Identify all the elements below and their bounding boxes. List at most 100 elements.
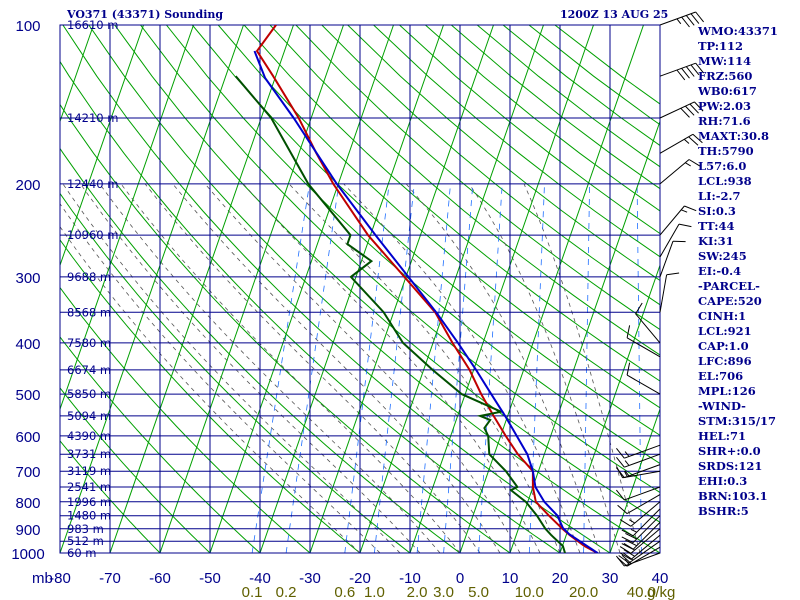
height-label: 7580 m (67, 336, 111, 350)
height-label: 3119 m (67, 464, 111, 478)
temperature-tick-label: -60 (149, 570, 171, 587)
height-label: 5850 m (67, 387, 111, 401)
dry-adiabat (60, 103, 511, 553)
wind-barb (659, 11, 704, 28)
sounding-traces (234, 25, 599, 553)
barb-staff (624, 552, 661, 567)
stat-item: WMO:43371 (698, 24, 778, 38)
barb-feather (685, 105, 695, 116)
wind-barb (659, 205, 697, 236)
barb-staff (659, 62, 696, 77)
dry-adiabat (60, 239, 361, 553)
stat-item: STM:315/17 (698, 414, 777, 428)
mixing-ratio-label: 20.0 (569, 584, 598, 600)
temperature-tick-label: -10 (399, 570, 421, 587)
temperature-tick-label: -30 (299, 570, 321, 587)
dry-adiabat (88, 25, 660, 553)
barb-staff (632, 522, 661, 550)
stat-item: TH:5790 (698, 144, 754, 158)
pressure-tick-label: 700 (15, 464, 40, 481)
wind-barb (659, 223, 692, 258)
stat-item: MW:114 (698, 54, 752, 68)
barb-staff (630, 534, 661, 560)
barb-staff (624, 486, 661, 501)
stat-item: SW:245 (698, 249, 747, 263)
barb-feather (688, 159, 701, 167)
wind-barb (626, 362, 661, 395)
mixing-ratio-line (285, 183, 340, 553)
isotherm (209, 25, 394, 553)
stat-item: CAP:1.0 (698, 339, 749, 353)
mixing-ratio-label: 2.0 (407, 584, 428, 600)
stat-item: KI:31 (698, 234, 734, 248)
stat-item: WB0:617 (698, 84, 757, 98)
barb-feather (683, 138, 690, 144)
stat-item: BRN:103.1 (698, 489, 768, 503)
isotherm (60, 25, 244, 553)
barb-staff (632, 508, 661, 537)
stat-item: LI:-2.7 (698, 189, 741, 203)
mixing-ratio-label: 0.1 (242, 584, 263, 600)
height-label: 9688 m (67, 270, 111, 284)
dry-adiabat (191, 25, 660, 436)
barb-staff (622, 470, 661, 479)
wind-barb (659, 240, 686, 278)
wind-barb (621, 508, 661, 537)
mixing-ratio-label: 10.0 (515, 584, 544, 600)
wind-barb (621, 515, 661, 544)
barb-staff (659, 241, 674, 278)
barb-feather (618, 555, 630, 564)
barb-feather (619, 546, 632, 554)
height-label: 1480 m (67, 509, 111, 523)
barb-feather (626, 362, 631, 376)
stat-item: L57:6.0 (698, 159, 747, 173)
height-label: 6674 m (67, 363, 111, 377)
isotherm (159, 25, 344, 553)
stat-item: EL:706 (698, 369, 744, 383)
plot-frame (59, 24, 661, 554)
isotherm (409, 25, 594, 553)
wind-barb (659, 272, 680, 313)
barb-feather (680, 107, 690, 118)
stat-item: SHR+:0.0 (698, 444, 761, 458)
wind-barb (616, 464, 661, 479)
height-label: 983 m (67, 522, 104, 536)
barb-feather (626, 325, 631, 338)
stat-item: TP:112 (698, 39, 744, 53)
barb-feather (616, 456, 625, 468)
barb-feather (685, 15, 695, 26)
moist-adiabat (343, 183, 581, 553)
stat-item: PW:2.03 (698, 99, 752, 113)
barb-feather (616, 555, 625, 567)
dry-adiabat (60, 387, 211, 553)
mixing-ratio-label: 3.0 (433, 584, 454, 600)
stat-item: CINH:1 (698, 309, 747, 323)
moist-adiabat (405, 183, 601, 553)
temperature-tick-label: 40 (652, 570, 669, 587)
barb-staff (630, 528, 661, 554)
stat-item: -WIND- (698, 399, 746, 413)
barb-staff (626, 337, 661, 358)
isotherm (60, 25, 144, 267)
stat-item: HEL:71 (698, 429, 746, 443)
barb-staff (624, 444, 661, 459)
mixing-ratio-line (583, 183, 590, 553)
height-label: 14210 m (67, 111, 118, 125)
pressure-tick-label: 400 (15, 336, 40, 353)
barb-feather (685, 162, 691, 167)
isotherm (559, 263, 660, 553)
barb-feather (666, 272, 680, 276)
barb-staff (659, 133, 694, 154)
dewpoint-trace (234, 75, 566, 553)
dry-adiabat (321, 25, 660, 306)
barb-staff (659, 274, 668, 313)
barb-feather (676, 69, 686, 81)
dry-adiabat (60, 440, 161, 553)
barb-feather (681, 16, 690, 28)
barb-feather (685, 66, 695, 77)
barb-staff (659, 159, 690, 185)
moist-adiabat (80, 183, 421, 553)
barb-staff (632, 515, 661, 543)
pressure-tick-label: 200 (15, 177, 40, 194)
mixing-ratio-label: 40.0 (627, 584, 656, 600)
